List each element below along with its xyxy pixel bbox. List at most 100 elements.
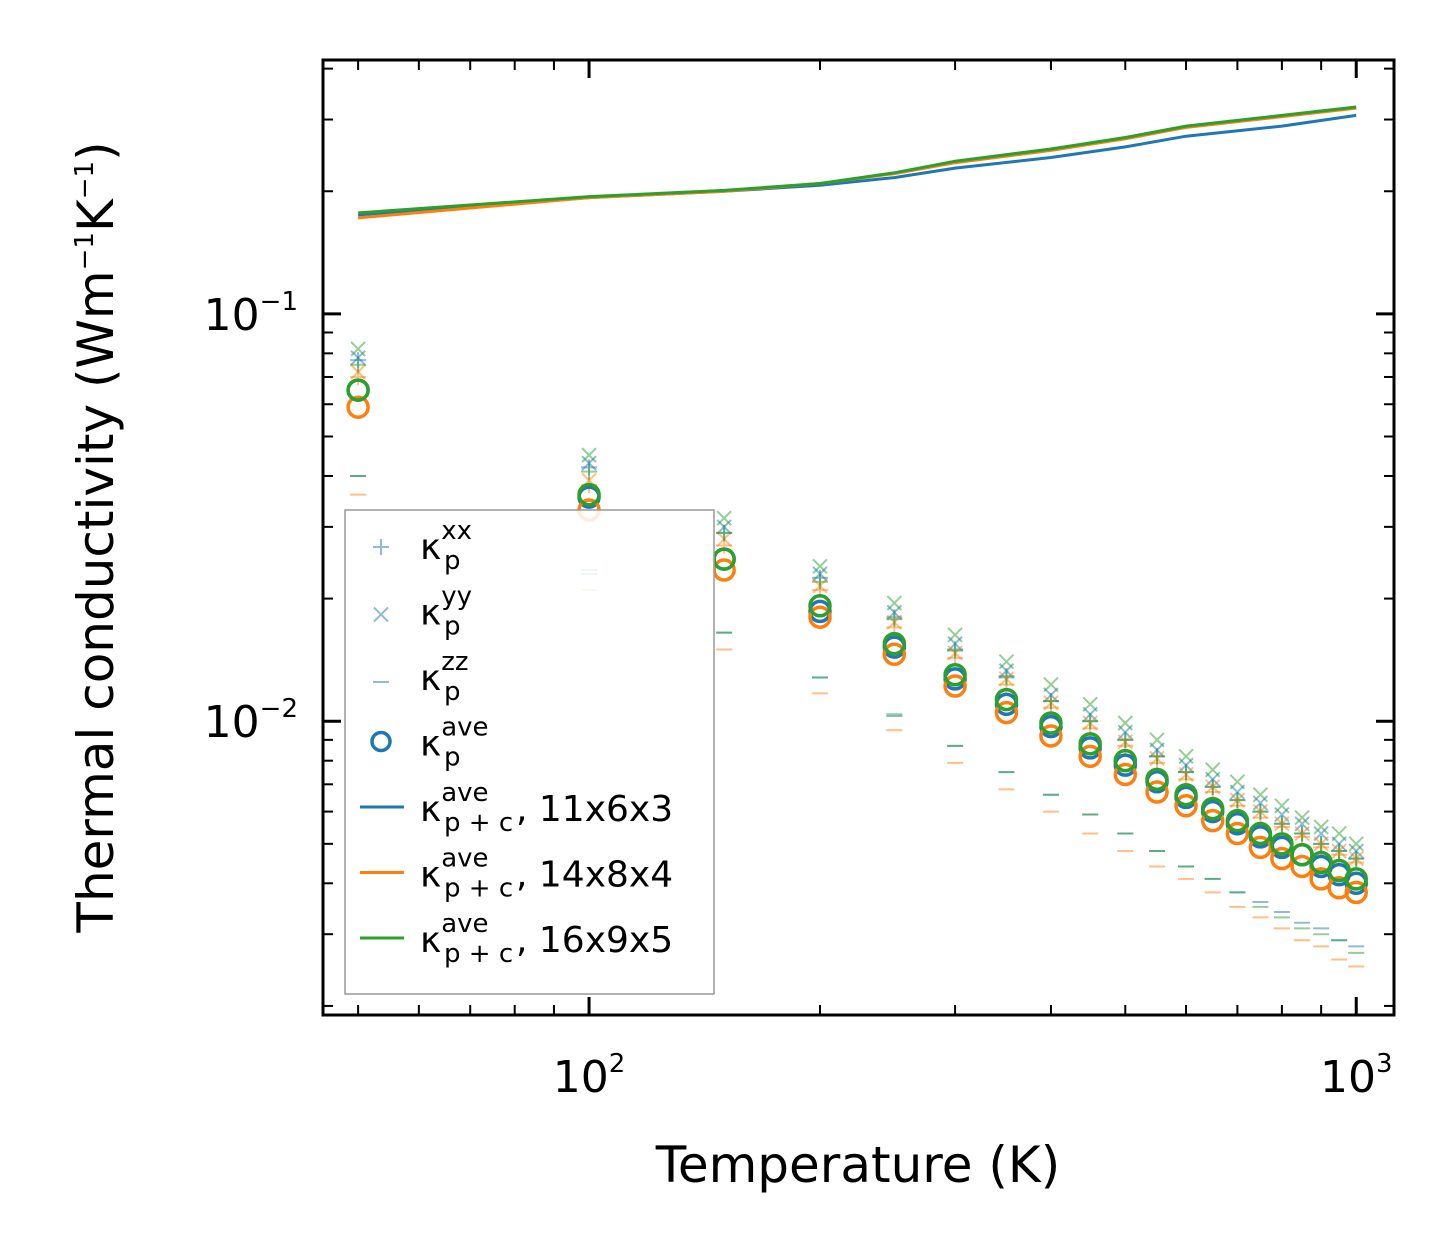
x-tick-labels: 102 103 — [553, 1049, 1393, 1103]
x-tick-label-exp: 3 — [1376, 1049, 1393, 1079]
legend-label-sub: p — [444, 743, 461, 773]
legend-label-sup: xx — [441, 516, 472, 546]
y-axis-title: Thermal conductivity (Wm−1K−1) — [67, 141, 125, 933]
kave-point — [346, 395, 370, 419]
x-tick-label-base: 10 — [553, 1052, 609, 1103]
kave-point — [1078, 732, 1102, 756]
kyy-point — [1348, 836, 1364, 852]
kyy-point — [1313, 819, 1329, 835]
kxx-point — [1082, 713, 1099, 730]
kave-point — [1174, 782, 1198, 807]
legend-label: κzz p — [420, 647, 469, 707]
kyy-point — [350, 341, 366, 357]
kpc-line-16x9x5 — [357, 105, 1357, 215]
plot-frame — [321, 58, 1396, 1017]
legend-circle-marker — [370, 730, 392, 753]
legend-label-base: κ — [420, 527, 441, 568]
kave-point — [1113, 762, 1138, 787]
y-tick-label-base: 10 — [204, 697, 260, 748]
x-major-ticks — [587, 60, 1358, 1015]
x-tick-label: 102 — [553, 1049, 626, 1103]
legend-label-base: κ — [420, 920, 441, 961]
y-axis-unit-close: ) — [67, 141, 125, 161]
y-axis-unit-k: K — [67, 198, 125, 232]
kave-point — [1248, 835, 1273, 860]
kyy-point — [1178, 748, 1194, 765]
legend-label-sup: zz — [441, 647, 468, 677]
kyy-point — [1082, 696, 1098, 713]
kave-point — [1078, 744, 1102, 769]
y-minor-ticks — [323, 67, 1394, 1007]
kyy-point — [1229, 774, 1246, 790]
y-major-ticks — [323, 312, 1394, 723]
kave-point — [1225, 808, 1250, 833]
kyy-point — [716, 510, 732, 526]
kyy-point — [886, 595, 903, 611]
kxx-point — [886, 611, 903, 628]
y-tick-labels: 10−210−1 — [204, 287, 298, 748]
kyy-point — [1149, 732, 1165, 748]
kxx-point — [1149, 748, 1166, 765]
kyy-point — [1043, 676, 1059, 693]
y-tick-label-exp: −1 — [260, 287, 298, 317]
x-tick-label: 103 — [1320, 1049, 1393, 1103]
kxx-point — [1178, 764, 1195, 781]
legend-label-sup: ave — [441, 713, 488, 743]
kyy-point — [581, 447, 597, 463]
kave-point — [346, 378, 370, 402]
kxx-point — [1117, 731, 1134, 748]
kyy-point — [1331, 825, 1347, 842]
kxx-point — [1313, 835, 1330, 852]
y-tick-label-exp: −2 — [260, 694, 298, 724]
legend-x-marker — [373, 606, 389, 623]
legend-label-sup: ave — [441, 844, 488, 874]
legend-label-sub: p — [444, 546, 461, 576]
kxx-point — [1229, 792, 1246, 809]
kyy-point — [812, 558, 828, 575]
x-tick-label-base: 10 — [1320, 1052, 1376, 1103]
kave-point — [1145, 780, 1169, 804]
kxx-point — [581, 463, 598, 480]
x-axis-title: Temperature (K) — [655, 1136, 1060, 1194]
legend-item: κxx p — [373, 516, 472, 576]
kave-point — [994, 687, 1019, 712]
kyy-point — [1274, 798, 1290, 814]
kxx-point — [1273, 815, 1290, 832]
legend-label-suffix: , 11x6x3 — [516, 789, 673, 830]
kave-point — [943, 674, 967, 698]
kave-point — [1225, 821, 1250, 846]
kave-point — [1200, 808, 1225, 833]
kave-point — [1039, 724, 1063, 748]
legend-label: κave p + c, 14x8x4 — [420, 844, 673, 904]
kave-point — [1290, 843, 1314, 867]
legend-item: κave p + c, 16x9x5 — [360, 909, 673, 969]
legend-label-base: κ — [420, 658, 441, 699]
kxx-point — [998, 669, 1015, 686]
kxx-point — [1252, 803, 1269, 820]
kxx-point — [1348, 850, 1365, 867]
legend-label-base: κ — [420, 855, 441, 896]
legend-plus-marker — [373, 539, 389, 555]
legend-label: κxx p — [420, 516, 472, 576]
y-tick-label-base: 10 — [204, 290, 260, 341]
legend-label-suffix: , 16x9x5 — [516, 920, 673, 961]
legend-label-base: κ — [420, 593, 441, 634]
kxx-point — [1331, 843, 1348, 860]
kave-point — [1344, 880, 1368, 905]
kave-point — [882, 631, 907, 656]
kave-point — [1113, 748, 1138, 773]
legend-label-sub: p + c — [444, 874, 513, 904]
legend-label-suffix: , 14x8x4 — [516, 855, 673, 896]
kxx-point — [350, 356, 367, 373]
kave-point — [1248, 821, 1273, 846]
x-minor-ticks — [357, 60, 1323, 1015]
legend-label-sub: p — [444, 612, 461, 642]
kxx-point — [1042, 693, 1059, 710]
legend-label: κave p + c, 11x6x3 — [420, 778, 673, 838]
kxx-point — [1204, 778, 1221, 795]
y-axis-unit-wm: Wm — [67, 270, 125, 368]
kave-point — [1039, 711, 1063, 735]
kave-point — [808, 594, 832, 618]
x-tick-label-exp: 2 — [609, 1049, 626, 1079]
